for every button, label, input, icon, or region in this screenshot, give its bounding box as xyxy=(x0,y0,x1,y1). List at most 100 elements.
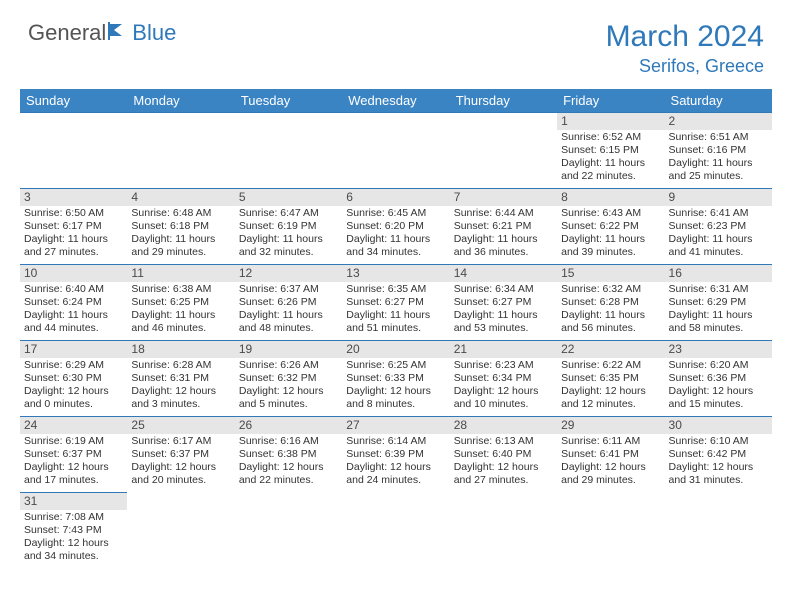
day-number: 25 xyxy=(127,416,234,434)
daylight-text: and 46 minutes. xyxy=(131,322,230,335)
sunset-text: Sunset: 6:29 PM xyxy=(669,296,768,309)
day-details: Sunrise: 6:14 AMSunset: 6:39 PMDaylight:… xyxy=(342,434,449,490)
day-details: Sunrise: 6:38 AMSunset: 6:25 PMDaylight:… xyxy=(127,282,234,338)
daylight-text: Daylight: 11 hours xyxy=(669,309,768,322)
month-title: March 2024 xyxy=(606,20,764,54)
day-details: Sunrise: 6:40 AMSunset: 6:24 PMDaylight:… xyxy=(20,282,127,338)
day-details: Sunrise: 6:11 AMSunset: 6:41 PMDaylight:… xyxy=(557,434,664,490)
sunset-text: Sunset: 6:36 PM xyxy=(669,372,768,385)
day-details: Sunrise: 6:10 AMSunset: 6:42 PMDaylight:… xyxy=(665,434,772,490)
daylight-text: Daylight: 12 hours xyxy=(24,385,123,398)
calendar-cell: 16Sunrise: 6:31 AMSunset: 6:29 PMDayligh… xyxy=(665,264,772,340)
day-details: Sunrise: 6:51 AMSunset: 6:16 PMDaylight:… xyxy=(665,130,772,186)
day-number: 18 xyxy=(127,340,234,358)
calendar-cell: 14Sunrise: 6:34 AMSunset: 6:27 PMDayligh… xyxy=(450,264,557,340)
sunrise-text: Sunrise: 6:25 AM xyxy=(346,359,445,372)
daylight-text: and 44 minutes. xyxy=(24,322,123,335)
sunset-text: Sunset: 6:35 PM xyxy=(561,372,660,385)
daylight-text: and 34 minutes. xyxy=(24,550,123,563)
sunrise-text: Sunrise: 6:48 AM xyxy=(131,207,230,220)
weekday-header: Friday xyxy=(557,89,664,112)
sunrise-text: Sunrise: 7:08 AM xyxy=(24,511,123,524)
daylight-text: Daylight: 12 hours xyxy=(346,385,445,398)
calendar-cell: 10Sunrise: 6:40 AMSunset: 6:24 PMDayligh… xyxy=(20,264,127,340)
day-number: 6 xyxy=(342,188,449,206)
daylight-text: and 31 minutes. xyxy=(669,474,768,487)
calendar-cell: 2Sunrise: 6:51 AMSunset: 6:16 PMDaylight… xyxy=(665,112,772,188)
day-number: 8 xyxy=(557,188,664,206)
calendar-cell: 8Sunrise: 6:43 AMSunset: 6:22 PMDaylight… xyxy=(557,188,664,264)
calendar-cell: 23Sunrise: 6:20 AMSunset: 6:36 PMDayligh… xyxy=(665,340,772,416)
calendar-cell: 19Sunrise: 6:26 AMSunset: 6:32 PMDayligh… xyxy=(235,340,342,416)
daylight-text: Daylight: 11 hours xyxy=(131,233,230,246)
daylight-text: and 29 minutes. xyxy=(561,474,660,487)
calendar-cell: 24Sunrise: 6:19 AMSunset: 6:37 PMDayligh… xyxy=(20,416,127,492)
logo: General Blue xyxy=(28,20,176,46)
daylight-text: Daylight: 12 hours xyxy=(669,385,768,398)
day-details: Sunrise: 6:35 AMSunset: 6:27 PMDaylight:… xyxy=(342,282,449,338)
day-details: Sunrise: 6:23 AMSunset: 6:34 PMDaylight:… xyxy=(450,358,557,414)
sunset-text: Sunset: 6:18 PM xyxy=(131,220,230,233)
day-details: Sunrise: 6:37 AMSunset: 6:26 PMDaylight:… xyxy=(235,282,342,338)
sunrise-text: Sunrise: 6:26 AM xyxy=(239,359,338,372)
day-number: 1 xyxy=(557,112,664,130)
sunrise-text: Sunrise: 6:22 AM xyxy=(561,359,660,372)
sunrise-text: Sunrise: 6:37 AM xyxy=(239,283,338,296)
sunset-text: Sunset: 6:27 PM xyxy=(454,296,553,309)
weekday-header: Monday xyxy=(127,89,234,112)
daylight-text: and 25 minutes. xyxy=(669,170,768,183)
daylight-text: Daylight: 12 hours xyxy=(239,385,338,398)
day-number: 26 xyxy=(235,416,342,434)
daylight-text: and 10 minutes. xyxy=(454,398,553,411)
sunset-text: Sunset: 6:37 PM xyxy=(24,448,123,461)
daylight-text: and 22 minutes. xyxy=(561,170,660,183)
sunset-text: Sunset: 6:37 PM xyxy=(131,448,230,461)
day-number: 4 xyxy=(127,188,234,206)
daylight-text: Daylight: 11 hours xyxy=(239,309,338,322)
day-details: Sunrise: 6:29 AMSunset: 6:30 PMDaylight:… xyxy=(20,358,127,414)
daylight-text: and 41 minutes. xyxy=(669,246,768,259)
calendar-cell: 9Sunrise: 6:41 AMSunset: 6:23 PMDaylight… xyxy=(665,188,772,264)
day-number: 17 xyxy=(20,340,127,358)
day-details: Sunrise: 7:08 AMSunset: 7:43 PMDaylight:… xyxy=(20,510,127,566)
calendar-row: 3Sunrise: 6:50 AMSunset: 6:17 PMDaylight… xyxy=(20,188,772,264)
daylight-text: Daylight: 12 hours xyxy=(454,461,553,474)
daylight-text: Daylight: 11 hours xyxy=(346,233,445,246)
sunrise-text: Sunrise: 6:16 AM xyxy=(239,435,338,448)
sunset-text: Sunset: 6:27 PM xyxy=(346,296,445,309)
sunrise-text: Sunrise: 6:29 AM xyxy=(24,359,123,372)
daylight-text: Daylight: 12 hours xyxy=(131,461,230,474)
calendar-cell xyxy=(342,492,449,568)
day-details: Sunrise: 6:41 AMSunset: 6:23 PMDaylight:… xyxy=(665,206,772,262)
calendar-cell: 22Sunrise: 6:22 AMSunset: 6:35 PMDayligh… xyxy=(557,340,664,416)
calendar-cell: 3Sunrise: 6:50 AMSunset: 6:17 PMDaylight… xyxy=(20,188,127,264)
calendar-cell: 27Sunrise: 6:14 AMSunset: 6:39 PMDayligh… xyxy=(342,416,449,492)
daylight-text: and 34 minutes. xyxy=(346,246,445,259)
sunset-text: Sunset: 6:17 PM xyxy=(24,220,123,233)
daylight-text: and 29 minutes. xyxy=(131,246,230,259)
sunset-text: Sunset: 6:41 PM xyxy=(561,448,660,461)
sunset-text: Sunset: 6:31 PM xyxy=(131,372,230,385)
weekday-header: Sunday xyxy=(20,89,127,112)
day-details: Sunrise: 6:19 AMSunset: 6:37 PMDaylight:… xyxy=(20,434,127,490)
empty-cell xyxy=(450,112,557,128)
daylight-text: Daylight: 11 hours xyxy=(561,233,660,246)
day-details: Sunrise: 6:43 AMSunset: 6:22 PMDaylight:… xyxy=(557,206,664,262)
daylight-text: and 3 minutes. xyxy=(131,398,230,411)
sunset-text: Sunset: 6:28 PM xyxy=(561,296,660,309)
calendar-cell: 28Sunrise: 6:13 AMSunset: 6:40 PMDayligh… xyxy=(450,416,557,492)
calendar-row: 24Sunrise: 6:19 AMSunset: 6:37 PMDayligh… xyxy=(20,416,772,492)
day-details: Sunrise: 6:47 AMSunset: 6:19 PMDaylight:… xyxy=(235,206,342,262)
calendar-cell xyxy=(665,492,772,568)
calendar-cell: 21Sunrise: 6:23 AMSunset: 6:34 PMDayligh… xyxy=(450,340,557,416)
calendar-cell: 1Sunrise: 6:52 AMSunset: 6:15 PMDaylight… xyxy=(557,112,664,188)
sunrise-text: Sunrise: 6:19 AM xyxy=(24,435,123,448)
sunset-text: Sunset: 6:39 PM xyxy=(346,448,445,461)
day-number: 19 xyxy=(235,340,342,358)
day-details: Sunrise: 6:45 AMSunset: 6:20 PMDaylight:… xyxy=(342,206,449,262)
day-details: Sunrise: 6:17 AMSunset: 6:37 PMDaylight:… xyxy=(127,434,234,490)
daylight-text: Daylight: 11 hours xyxy=(454,309,553,322)
calendar-cell xyxy=(235,492,342,568)
day-details: Sunrise: 6:32 AMSunset: 6:28 PMDaylight:… xyxy=(557,282,664,338)
day-details: Sunrise: 6:31 AMSunset: 6:29 PMDaylight:… xyxy=(665,282,772,338)
